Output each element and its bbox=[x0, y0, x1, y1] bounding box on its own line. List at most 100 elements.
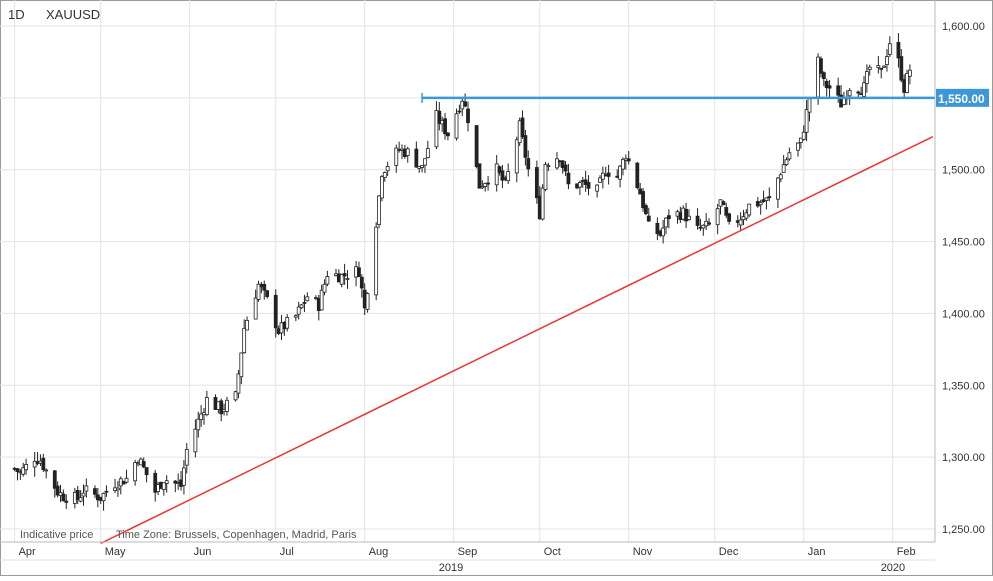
candle-body bbox=[204, 397, 209, 416]
candle-body bbox=[319, 289, 324, 311]
candle-body bbox=[374, 226, 379, 296]
candle-body bbox=[345, 278, 350, 280]
candle-body bbox=[621, 158, 625, 170]
candle-body bbox=[463, 101, 468, 107]
candle-body bbox=[81, 492, 86, 497]
candle-body bbox=[273, 294, 278, 329]
candle-body bbox=[414, 148, 419, 168]
candle-body bbox=[486, 182, 490, 185]
candle-body bbox=[555, 158, 559, 169]
candle-body bbox=[325, 276, 330, 285]
candle-body bbox=[908, 69, 912, 77]
candle-body bbox=[420, 164, 424, 168]
y-tick-label: 1,250.00 bbox=[942, 524, 985, 536]
candle-body bbox=[242, 327, 247, 354]
candle-body bbox=[896, 41, 901, 59]
candle-body bbox=[801, 131, 806, 140]
candle-body bbox=[506, 171, 511, 182]
candle-body bbox=[193, 428, 198, 453]
candle-body bbox=[199, 413, 204, 420]
x-tick-label: Oct bbox=[544, 546, 561, 558]
candle-body bbox=[867, 66, 872, 70]
candle-body bbox=[836, 85, 841, 96]
candle-body bbox=[500, 170, 505, 181]
candle-body bbox=[357, 267, 361, 277]
candle-body bbox=[721, 201, 726, 206]
candle-body bbox=[144, 467, 149, 476]
candle-body bbox=[236, 373, 241, 394]
candle-body bbox=[443, 118, 447, 135]
candle-body bbox=[847, 89, 852, 97]
candle-body bbox=[182, 467, 186, 486]
candle-body bbox=[382, 172, 387, 178]
candle-body bbox=[695, 215, 700, 226]
candle-body bbox=[21, 467, 26, 475]
candle-body bbox=[342, 273, 347, 277]
candle-body bbox=[84, 485, 89, 492]
candle-body bbox=[116, 487, 120, 491]
candle-body bbox=[876, 65, 881, 69]
symbol-label: XAUUSD bbox=[46, 7, 100, 22]
x-tick-label: Jan bbox=[808, 546, 826, 558]
candle-body bbox=[606, 172, 611, 177]
candle-body bbox=[365, 293, 370, 310]
price-badge-label: 1,550.00 bbox=[938, 92, 985, 106]
candle-body bbox=[635, 162, 640, 189]
candle-body bbox=[55, 485, 60, 496]
x-tick-label: May bbox=[105, 546, 126, 558]
candle-body bbox=[641, 191, 645, 209]
candle-body bbox=[715, 208, 720, 226]
candle-body bbox=[687, 215, 691, 220]
candle-body bbox=[124, 477, 129, 483]
candle-body bbox=[526, 158, 531, 170]
grid bbox=[0, 0, 935, 542]
candle-body bbox=[534, 167, 539, 199]
candle-body bbox=[164, 480, 169, 484]
candle-body bbox=[655, 222, 660, 235]
y-tick-label: 1,600.00 bbox=[942, 21, 985, 33]
candle-body bbox=[256, 283, 261, 300]
candle-body bbox=[394, 147, 399, 166]
x-tick-label: Jun bbox=[194, 546, 212, 558]
candle-body bbox=[285, 317, 290, 329]
candle-body bbox=[15, 468, 20, 472]
candle-body bbox=[586, 181, 591, 189]
candle-body bbox=[32, 460, 37, 468]
candle-body bbox=[781, 164, 786, 173]
candle-body bbox=[879, 67, 884, 70]
y-tick-label: 1,450.00 bbox=[942, 237, 985, 249]
y-tick-label: 1,300.00 bbox=[942, 452, 985, 464]
candle-body bbox=[827, 85, 832, 89]
candle-body bbox=[457, 110, 462, 113]
candle-body bbox=[293, 315, 298, 318]
candle-body bbox=[153, 472, 158, 493]
candle-body bbox=[377, 195, 381, 226]
candle-body bbox=[807, 98, 812, 113]
candle-body bbox=[24, 464, 28, 471]
candle-body bbox=[233, 391, 238, 401]
candle-body bbox=[405, 148, 410, 156]
candle-body bbox=[184, 448, 189, 466]
x-tick-label: Dec bbox=[719, 546, 739, 558]
candle-body bbox=[724, 207, 729, 216]
candle-body bbox=[882, 65, 886, 68]
candle-body bbox=[862, 82, 866, 97]
candle-body bbox=[434, 110, 439, 148]
candle-body bbox=[253, 297, 258, 320]
candle-body bbox=[707, 222, 711, 225]
candle-body bbox=[520, 117, 525, 138]
candle-body bbox=[776, 177, 780, 200]
candle-body bbox=[767, 196, 772, 199]
candle-body bbox=[93, 488, 97, 495]
candle-body bbox=[64, 500, 69, 503]
candle-body bbox=[41, 457, 46, 470]
interval-label: 1D bbox=[8, 7, 25, 22]
x-tick-label: Jul bbox=[280, 546, 294, 558]
candle-body bbox=[437, 110, 442, 124]
candle-body bbox=[359, 276, 364, 289]
candle-body bbox=[477, 163, 482, 189]
